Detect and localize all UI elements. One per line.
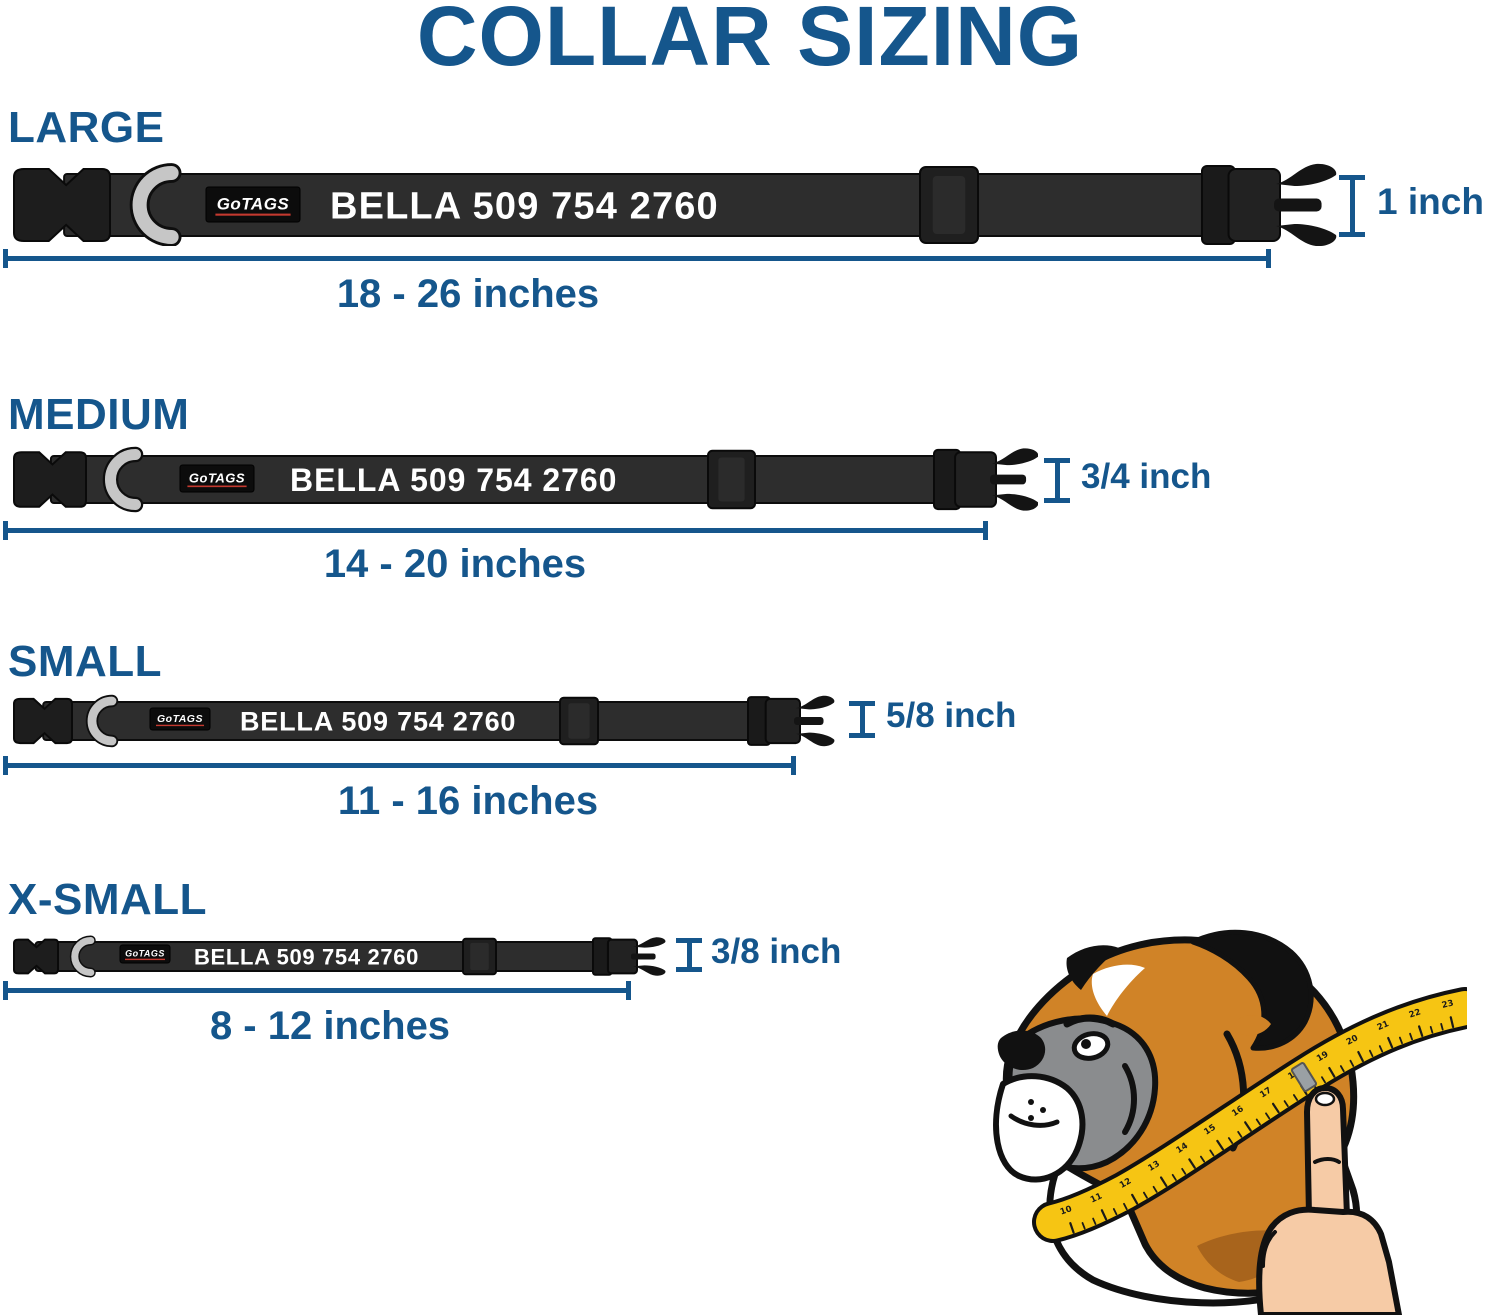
range-label-xsmall: 8 - 12 inches [209, 1004, 451, 1048]
svg-text:23: 23 [1441, 998, 1455, 1010]
svg-text:BELLA 509 754 2760: BELLA 509 754 2760 [240, 707, 516, 737]
width-label-large: 1 inch [1377, 181, 1484, 222]
svg-text:22: 22 [1408, 1007, 1422, 1020]
size-label-medium: MEDIUM [8, 390, 190, 439]
length-measure-line [3, 755, 796, 775]
collar-graphic-medium: GoTAGS BELLA 509 754 2760 [13, 446, 1038, 513]
range-label-large: 18 - 26 inches [336, 272, 600, 316]
size-label-small: SMALL [8, 637, 163, 686]
width-bracket-icon [1044, 458, 1070, 503]
range-label-medium: 14 - 20 inches [323, 542, 587, 586]
svg-text:GoTAGS: GoTAGS [189, 470, 245, 485]
length-measure-line [3, 248, 1271, 268]
collar-graphic-xsmall: GoTAGS BELLA 509 754 2760 [13, 935, 666, 978]
size-label-xsmall: X-SMALL [8, 875, 208, 924]
collar-graphic-large: GoTAGS BELLA 509 754 2760 [13, 163, 1337, 246]
svg-text:GoTAGS: GoTAGS [125, 949, 165, 959]
range-label-small: 11 - 16 inches [337, 779, 599, 823]
length-measure-line [3, 520, 988, 540]
width-bracket-icon [1339, 175, 1365, 237]
length-measure-line [3, 980, 631, 1000]
svg-text:BELLA 509 754 2760: BELLA 509 754 2760 [330, 186, 719, 228]
width-label-medium: 3/4 inch [1081, 457, 1212, 496]
svg-text:20: 20 [1345, 1033, 1360, 1047]
width-label-xsmall: 3/8 inch [711, 932, 842, 971]
boxer-dog-measuring-tape-illustration: 1011121314151617181920212223 [993, 929, 1467, 1315]
svg-text:GoTAGS: GoTAGS [217, 194, 290, 213]
svg-text:21: 21 [1376, 1019, 1391, 1033]
width-label-small: 5/8 inch [886, 696, 1017, 735]
size-label-large: LARGE [8, 103, 165, 152]
collar-graphic-small: GoTAGS BELLA 509 754 2760 [13, 694, 835, 748]
svg-text:BELLA 509 754 2760: BELLA 509 754 2760 [290, 462, 617, 498]
width-bracket-icon [676, 938, 702, 972]
svg-text:10: 10 [1059, 1204, 1074, 1217]
width-bracket-icon [849, 701, 875, 738]
page-title: COLLAR SIZING [416, 0, 1084, 83]
svg-text:BELLA 509 754 2760: BELLA 509 754 2760 [194, 944, 419, 969]
svg-text:11: 11 [1089, 1191, 1104, 1205]
svg-text:GoTAGS: GoTAGS [157, 713, 203, 725]
